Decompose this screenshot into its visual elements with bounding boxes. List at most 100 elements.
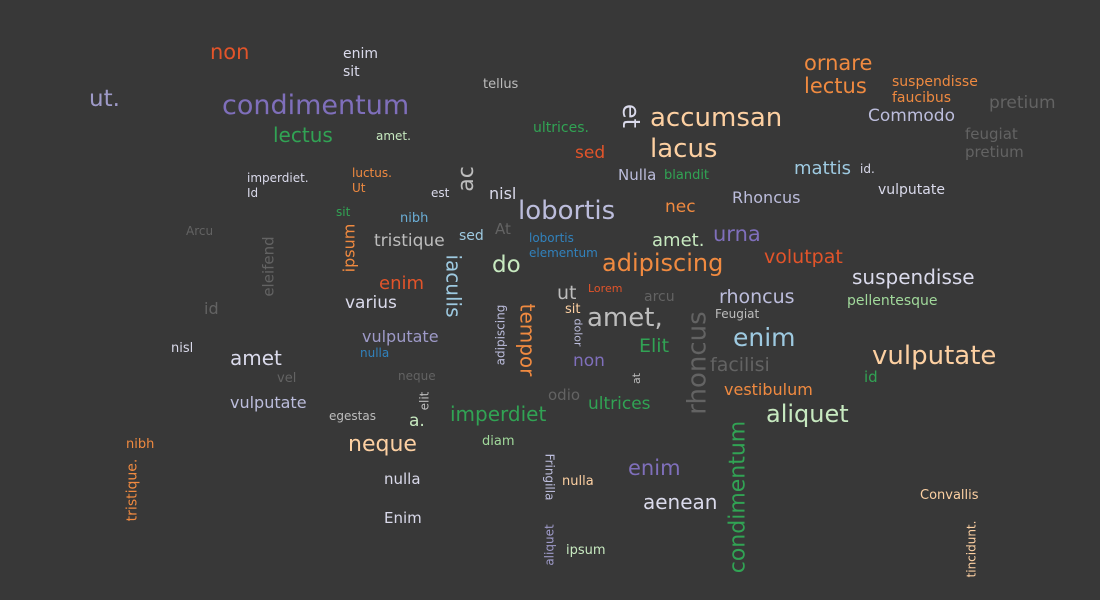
cloud-word: Commodo — [868, 106, 955, 126]
cloud-word: faucibus — [892, 90, 952, 106]
cloud-word: Id — [247, 186, 259, 200]
cloud-word: ornare — [804, 51, 873, 75]
cloud-word: odio — [548, 386, 581, 404]
cloud-word: Lorem — [588, 282, 623, 295]
cloud-word-vertical: ac — [453, 166, 479, 192]
cloud-word-vertical: dolor — [571, 317, 585, 347]
cloud-word: vulputate — [230, 393, 307, 412]
cloud-word: luctus. — [352, 166, 392, 180]
cloud-word: Feugiat — [715, 307, 760, 321]
cloud-word: mattis — [794, 158, 852, 179]
cloud-word: Elit — [639, 335, 670, 357]
cloud-word: Enim — [384, 509, 422, 527]
cloud-word: do — [492, 252, 521, 278]
cloud-word-vertical: et — [617, 103, 646, 129]
cloud-word: ultrices — [588, 394, 651, 414]
cloud-word: blandit — [664, 168, 710, 183]
cloud-word-vertical: ipsum — [338, 223, 358, 273]
cloud-word: nulla — [562, 474, 594, 489]
cloud-word: nibh — [126, 437, 155, 452]
cloud-word: non — [210, 40, 250, 64]
cloud-word: enim — [733, 323, 796, 352]
cloud-word: a. — [409, 411, 425, 431]
cloud-word: non — [573, 351, 605, 371]
cloud-word-vertical: tristique. — [123, 458, 140, 522]
cloud-word: nibh — [400, 211, 429, 226]
cloud-word-vertical: tempor — [514, 303, 539, 377]
cloud-word: ultrices. — [533, 120, 589, 136]
cloud-word: urna — [713, 222, 761, 246]
cloud-word: tellus — [483, 77, 519, 92]
cloud-word: enim — [379, 273, 425, 294]
cloud-word: egestas — [329, 409, 376, 423]
cloud-word: nisl — [489, 184, 517, 203]
cloud-word-vertical: tincidunt. — [963, 520, 978, 578]
cloud-word-vertical: eleifend — [259, 235, 278, 297]
cloud-word: pellentesque — [847, 293, 938, 309]
cloud-word: Arcu — [186, 224, 214, 238]
cloud-word: vulputate — [362, 327, 439, 346]
cloud-word: vulputate — [878, 182, 945, 198]
cloud-word: sed — [459, 228, 484, 244]
cloud-word: Nulla — [618, 166, 657, 184]
cloud-word: aenean — [643, 490, 718, 514]
cloud-word: imperdiet — [450, 402, 547, 426]
cloud-word-vertical: rhoncus — [682, 311, 713, 415]
cloud-word: nulla — [384, 470, 421, 488]
cloud-word: ut. — [89, 86, 120, 112]
cloud-word: lacus — [650, 134, 718, 164]
cloud-word: id — [864, 368, 878, 386]
cloud-word: sit — [336, 205, 351, 219]
cloud-word: lobortis — [518, 196, 616, 226]
cloud-word-vertical: at — [629, 372, 643, 384]
cloud-word: pretium — [989, 93, 1056, 113]
cloud-word: sit — [343, 64, 360, 80]
cloud-word-vertical: elit — [416, 391, 431, 411]
cloud-word: sit — [565, 302, 581, 317]
cloud-word: At — [495, 220, 511, 238]
cloud-word: lectus — [273, 123, 333, 147]
cloud-word: nisl — [171, 341, 194, 356]
cloud-word: enim — [628, 456, 681, 480]
cloud-word: pretium — [965, 143, 1024, 161]
cloud-word: varius — [345, 293, 397, 313]
cloud-word: lobortis — [529, 231, 574, 245]
cloud-word: nulla — [360, 346, 390, 360]
cloud-word: aliquet — [766, 400, 849, 428]
cloud-word-vertical: adipiscing — [492, 304, 507, 366]
cloud-word: arcu — [644, 289, 675, 305]
cloud-word: vulputate — [872, 341, 997, 371]
cloud-word: amet. — [376, 129, 411, 143]
cloud-word: imperdiet. — [247, 171, 309, 185]
cloud-word: amet. — [652, 230, 705, 251]
cloud-word-vertical: Fringilla — [541, 453, 556, 501]
cloud-word: feugiat — [965, 125, 1018, 143]
cloud-word: lectus — [804, 74, 867, 98]
cloud-word: Ut — [352, 181, 366, 195]
cloud-word: enim — [343, 46, 379, 62]
cloud-word-vertical: iaculis — [441, 254, 466, 318]
cloud-word: Convallis — [920, 488, 979, 503]
cloud-word: suspendisse — [852, 265, 975, 289]
cloud-word: diam — [482, 434, 515, 449]
cloud-word: tristique — [374, 231, 445, 251]
cloud-word: id — [204, 299, 219, 318]
cloud-word: ipsum — [566, 543, 606, 558]
cloud-word: ut — [557, 282, 577, 304]
cloud-word: nec — [665, 197, 696, 217]
cloud-word: adipiscing — [602, 249, 724, 277]
cloud-word: neque — [398, 369, 436, 383]
cloud-word: suspendisse — [892, 74, 978, 90]
cloud-word: elementum — [529, 246, 598, 260]
cloud-word: neque — [348, 432, 417, 457]
cloud-word: est — [431, 186, 450, 200]
cloud-word: Rhoncus — [732, 188, 801, 207]
cloud-word: facilisi — [710, 354, 770, 376]
cloud-word: vestibulum — [724, 380, 813, 399]
cloud-word: id. — [860, 162, 875, 176]
cloud-word: rhoncus — [719, 286, 795, 308]
cloud-word: condimentum — [222, 90, 410, 121]
cloud-word: amet — [230, 346, 282, 370]
cloud-word: vel — [277, 371, 297, 386]
